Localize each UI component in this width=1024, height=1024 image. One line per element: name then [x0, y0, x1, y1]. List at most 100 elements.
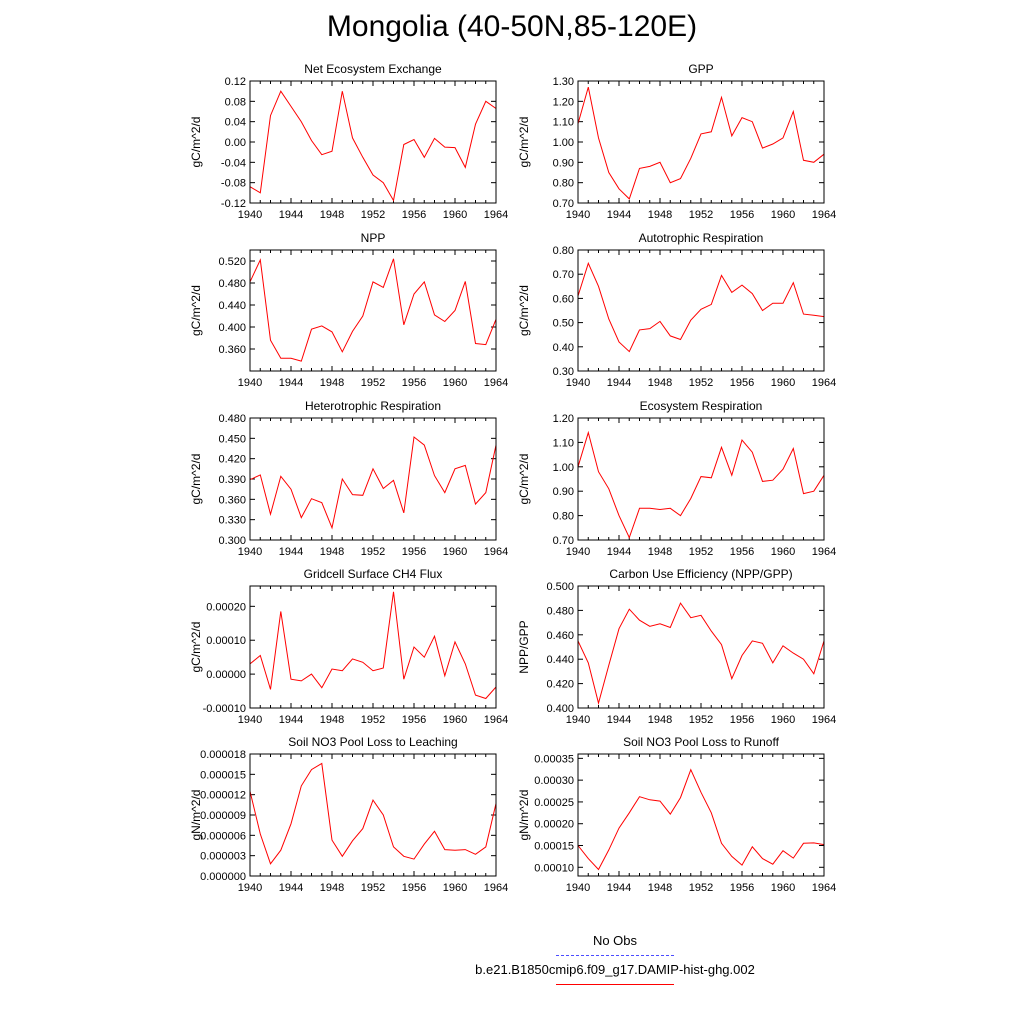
y-tick-label: 0.400 — [218, 322, 246, 334]
y-tick-label: -0.08 — [221, 178, 246, 190]
y-tick-label: 0.80 — [553, 245, 574, 257]
series-line — [250, 259, 496, 361]
y-tick-label: 0.04 — [225, 117, 246, 129]
x-tick-label: 1964 — [812, 882, 836, 894]
x-tick-label: 1948 — [320, 714, 344, 726]
x-tick-label: 1940 — [238, 714, 262, 726]
y-tick-label: 1.20 — [553, 413, 574, 425]
y-tick-label: 1.10 — [553, 117, 574, 129]
x-tick-label: 1964 — [812, 714, 836, 726]
x-tick-label: 1940 — [566, 546, 590, 558]
plot-frame — [250, 586, 496, 708]
y-axis-label: gC/m^2/d — [517, 454, 531, 505]
x-tick-label: 1960 — [443, 209, 467, 221]
x-tick-label: 1952 — [689, 209, 713, 221]
y-tick-label: 0.00010 — [534, 862, 574, 874]
series-line — [250, 764, 496, 864]
x-tick-label: 1944 — [607, 377, 631, 389]
x-tick-label: 1960 — [771, 714, 795, 726]
x-tick-label: 1952 — [361, 714, 385, 726]
x-tick-label: 1960 — [771, 546, 795, 558]
series-line — [250, 91, 496, 200]
x-tick-label: 1952 — [361, 546, 385, 558]
x-tick-label: 1948 — [320, 882, 344, 894]
x-tick-label: 1964 — [484, 377, 508, 389]
x-tick-label: 1940 — [238, 546, 262, 558]
x-tick-label: 1964 — [812, 209, 836, 221]
x-tick-label: 1952 — [689, 882, 713, 894]
y-axis-label: NPP/GPP — [517, 620, 531, 673]
x-tick-label: 1948 — [320, 209, 344, 221]
chart-panel: Soil NO3 Pool Loss to LeachinggN/m^2/d0.… — [189, 735, 508, 894]
x-tick-label: 1944 — [607, 714, 631, 726]
series-line — [578, 770, 824, 870]
y-tick-label: 0.460 — [546, 630, 574, 642]
y-tick-label: 0.00000 — [206, 669, 246, 681]
plot-frame — [250, 754, 496, 876]
chart-title: Soil NO3 Pool Loss to Leaching — [288, 735, 457, 749]
chart-panel: Net Ecosystem Exchange gC/m^2/d -0.12 -0.08… — [189, 62, 508, 221]
y-tick-label: 0.60 — [553, 293, 574, 305]
series-line — [578, 87, 824, 199]
y-tick-label: 0.000009 — [200, 810, 246, 822]
x-tick-label: 1952 — [689, 546, 713, 558]
y-tick-label: 0.360 — [218, 344, 246, 356]
legend-model-label: b.e21.B1850cmip6.f09_g17.DAMIP-hist-ghg.… — [0, 962, 1024, 977]
x-tick-label: 1948 — [648, 209, 672, 221]
x-tick-label: 1940 — [566, 714, 590, 726]
y-tick-label: 0.00025 — [534, 797, 574, 809]
x-tick-label: 1960 — [771, 209, 795, 221]
x-tick-label: 1944 — [279, 377, 303, 389]
x-tick-label: 1956 — [402, 546, 426, 558]
chart-panel: Heterotrophic RespirationgC/m^2/d0.3000.… — [189, 399, 508, 558]
x-tick-label: 1952 — [689, 377, 713, 389]
y-tick-label: 0.500 — [546, 581, 574, 593]
x-tick-label: 1940 — [238, 882, 262, 894]
y-tick-label: 0.00010 — [206, 635, 246, 647]
chart-title: GPP — [688, 62, 713, 76]
y-tick-label: 0.80 — [553, 511, 574, 523]
x-tick-label: 1960 — [771, 377, 795, 389]
x-tick-label: 1940 — [566, 209, 590, 221]
y-tick-label: 0.00015 — [534, 841, 574, 853]
y-tick-label: 0.420 — [218, 454, 246, 466]
chart-title: Gridcell Surface CH4 Flux — [304, 567, 443, 581]
y-tick-label: 0.000003 — [200, 851, 246, 863]
x-tick-label: 1964 — [484, 546, 508, 558]
series-line — [578, 433, 824, 538]
chart-title: Soil NO3 Pool Loss to Runoff — [623, 735, 780, 749]
x-tick-label: 1940 — [238, 377, 262, 389]
x-tick-label: 1964 — [812, 546, 836, 558]
x-tick-label: 1964 — [484, 714, 508, 726]
y-tick-label: 1.10 — [553, 437, 574, 449]
x-tick-label: 1952 — [361, 209, 385, 221]
y-tick-label: 0.000012 — [200, 790, 246, 802]
x-tick-label: 1956 — [402, 714, 426, 726]
x-tick-label: 1964 — [812, 377, 836, 389]
plot-frame — [250, 418, 496, 540]
x-tick-label: 1948 — [648, 377, 672, 389]
y-axis-label: gC/m^2/d — [517, 117, 531, 168]
chart-title: Net Ecosystem Exchange — [304, 62, 442, 76]
chart-panel: GPP gC/m^2/d 0.70 0.80 0.90 1.00 1.10 1.20 1.30 1… — [517, 62, 836, 221]
y-axis-label: gC/m^2/d — [517, 285, 531, 336]
plot-frame — [578, 418, 824, 540]
x-tick-label: 1956 — [730, 377, 754, 389]
y-tick-label: 0.000018 — [200, 749, 246, 761]
plot-frame — [578, 81, 824, 203]
x-tick-label: 1952 — [689, 714, 713, 726]
y-tick-label: 0.00035 — [534, 753, 574, 765]
x-tick-label: 1944 — [607, 209, 631, 221]
y-axis-label: gC/m^2/d — [189, 285, 203, 336]
x-tick-label: 1948 — [648, 882, 672, 894]
y-axis-label: gN/m^2/d — [517, 790, 531, 841]
x-tick-label: 1948 — [648, 714, 672, 726]
series-line — [578, 263, 824, 351]
series-line — [250, 592, 496, 699]
y-tick-label: 0.390 — [218, 474, 246, 486]
x-tick-label: 1956 — [730, 546, 754, 558]
y-tick-label: 1.20 — [553, 96, 574, 108]
plot-frame — [578, 586, 824, 708]
y-tick-label: 0.00020 — [206, 601, 246, 613]
